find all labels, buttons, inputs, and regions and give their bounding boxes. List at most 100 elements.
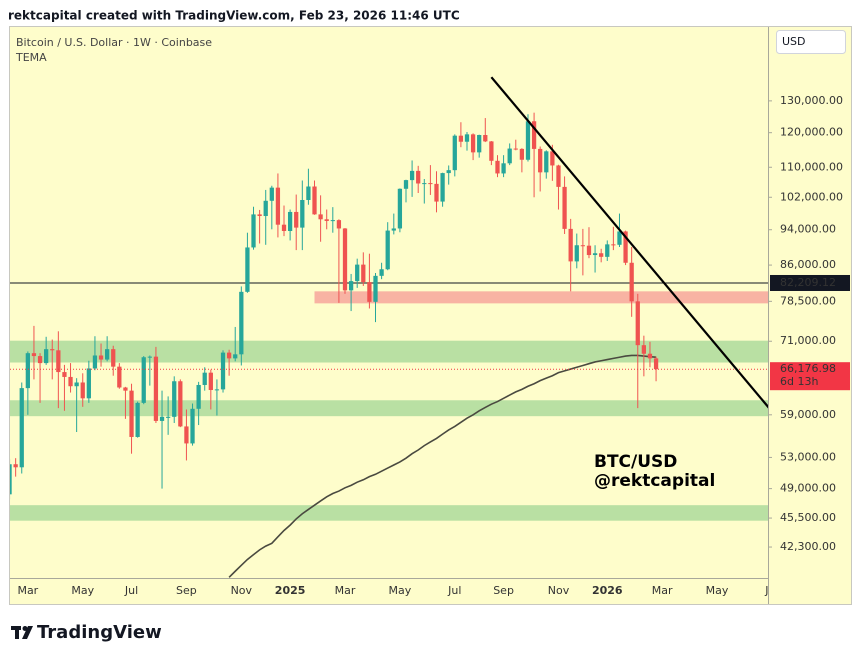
candle-body [617,231,622,245]
candle-body [403,180,409,189]
candle-body [19,388,24,468]
candle-body [147,356,152,358]
trend-line [490,76,768,409]
y-tick-label: 53,000.00 [780,450,836,463]
candle-body [336,220,342,229]
candle-body [355,264,360,282]
candle-body [111,349,116,367]
candle-body [281,224,287,231]
indicator-line [228,354,657,578]
zone [10,505,768,521]
candle-body [556,165,561,187]
candle-body [312,186,317,215]
candle-body [196,384,201,409]
currency-button[interactable] [776,30,846,54]
brand-logo [11,626,33,639]
candle-body [342,228,348,291]
candle-body [208,372,213,391]
candle-body [306,186,311,201]
candle-body [50,349,55,351]
candle-body [56,350,61,373]
x-tick-label: Mar [17,584,38,597]
y-tick-label: 78,500.00 [780,294,836,307]
candle-body [275,187,281,225]
x-tick-label: Nov [548,584,570,597]
candle-body [452,135,457,171]
candle-body [263,200,268,217]
price-line-label: 82,209.12 [780,276,836,289]
candle-body [513,148,518,150]
y-tick-label: 102,000.00 [780,190,843,203]
candle-body [629,262,634,302]
candle-body [62,372,67,377]
zone [10,400,768,417]
candle-body [544,151,549,173]
candle-body [586,245,592,256]
x-tick-label: 2026 [592,584,623,597]
brand-name: TradingView [37,622,162,643]
x-tick-label: Jul [124,584,138,597]
candle-body [641,345,647,354]
x-tick-label: Mar [652,584,673,597]
candle-body [105,349,110,360]
candle-body [409,170,415,181]
currency-label[interactable]: USD [782,35,806,48]
annotation: @rektcapital [594,471,715,491]
x-tick-label: Jul [447,584,461,597]
candle-body [489,141,494,161]
candle-body [25,353,30,389]
candle-body [605,244,610,257]
candle-body [483,135,488,142]
candle-body [98,355,104,360]
y-tick-label: 94,000.00 [780,223,836,236]
x-tick-label: Sep [176,584,197,597]
y-tick-label: 130,000.00 [780,94,843,107]
candle-body [574,245,579,262]
candle-body [92,355,98,369]
last-price-badge [770,362,850,391]
symbol-title: Bitcoin / U.S. Dollar · 1W · Coinbase [16,36,212,49]
candle-body [611,244,616,246]
candle-body [367,282,372,302]
candle-body [373,275,378,302]
candle-body [251,214,256,248]
y-tick-label: 120,000.00 [780,126,843,139]
candle-body [135,402,140,437]
x-tick-label: Sep [493,584,514,597]
candle-body [379,269,384,276]
candle-body [178,381,183,427]
candle-body [525,121,531,160]
y-tick-label: 110,000.00 [780,160,843,173]
candle-body [233,354,238,359]
zone [314,291,768,304]
x-tick-label: Mar [335,584,356,597]
candle-body [269,187,274,201]
candle-body [385,230,390,270]
candle-body [592,253,598,256]
candle-body [458,135,464,142]
candle-body [68,376,73,387]
y-tick-label: 59,000.00 [780,408,836,421]
x-tick-label: May [389,584,412,597]
candle-body [477,135,482,153]
candle-body [214,389,220,391]
candle-body [220,352,226,390]
candle-body [446,170,451,174]
candle-body [391,228,396,231]
candle-body [568,228,573,262]
plot-area [10,76,768,578]
bar-countdown: 6d 13h [780,375,818,388]
y-tick-label: 49,000.00 [780,482,836,495]
candle-body [538,148,543,173]
candle-body [159,416,165,421]
candle-body [470,134,476,153]
candle-body [44,349,49,364]
x-tick-label: Nov [231,584,253,597]
candle-body [123,387,128,391]
candle-body [361,264,366,283]
candle-body [531,121,537,149]
candle-body [434,183,439,202]
candle-body [294,211,299,228]
candle-body [245,247,250,292]
